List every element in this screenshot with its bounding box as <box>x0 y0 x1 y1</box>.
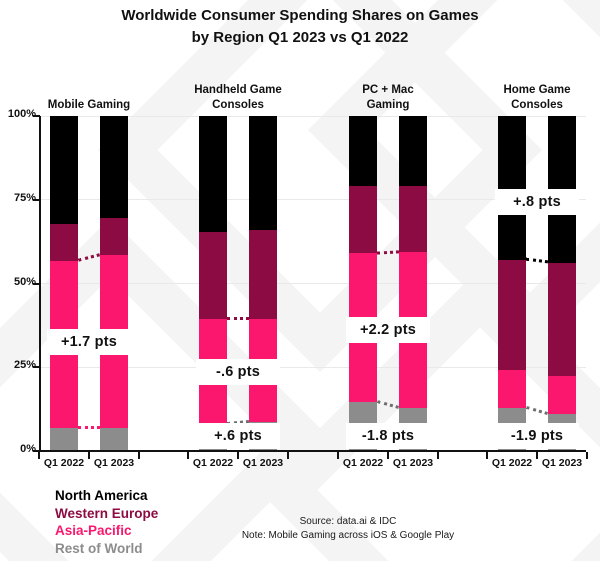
source-note: Source: data.ai & IDC <box>299 516 397 527</box>
segment-asia-pacific <box>548 375 576 415</box>
segment-north-america <box>548 116 576 263</box>
dotted-connector <box>227 317 249 320</box>
group-title: Home Game Consoles <box>503 84 571 111</box>
segment-north-america <box>50 116 78 224</box>
legend-item-rest-of-world: Rest of World <box>55 540 143 556</box>
legend-item-north-america: North America <box>55 488 148 503</box>
x-tick-label: Q1 2022 <box>342 457 384 469</box>
y-axis-label: 50% <box>13 275 36 288</box>
segment-rest-of-world <box>50 427 78 451</box>
x-tick-label: Q1 2023 <box>242 457 284 469</box>
delta-annotation: +.8 pts <box>495 189 579 216</box>
x-tick-label: Q1 2023 <box>93 457 135 469</box>
dotted-connector <box>525 258 549 264</box>
footer-notes: Source: data.ai & IDC Note: Mobile Gamin… <box>198 515 498 543</box>
x-tick-mark <box>387 452 389 459</box>
group-title: PC + Mac Gaming <box>362 84 414 111</box>
legend-item-asia-pacific: Asia-Pacific <box>55 523 132 538</box>
x-tick-label: Q1 2022 <box>43 457 85 469</box>
y-axis-line <box>39 116 41 452</box>
x-tick-mark <box>486 452 488 459</box>
segment-north-america <box>199 116 227 232</box>
bar-group: Q1 2022 Q1 2023 +.8 pts -1.9 pts <box>486 116 588 469</box>
delta-annotation: +.6 pts <box>196 422 280 449</box>
chart-title-line2: by Region Q1 2023 vs Q1 2022 <box>191 29 409 46</box>
stacked-bar <box>199 116 227 451</box>
segment-north-america <box>249 116 277 230</box>
segment-asia-pacific <box>498 369 526 408</box>
x-tick-label: Q1 2022 <box>491 457 533 469</box>
stacked-bar <box>548 116 576 451</box>
y-axis-label: 75% <box>13 191 36 204</box>
segment-north-america <box>498 116 526 261</box>
delta-annotation: +1.7 pts <box>47 329 131 356</box>
stacked-bar <box>349 116 377 451</box>
segment-western-europe <box>349 186 377 254</box>
chart-title-line1: Worldwide Consumer Spending Shares on Ga… <box>121 7 479 24</box>
x-axis-line <box>39 450 586 452</box>
segment-western-europe <box>548 262 576 376</box>
stacked-bar <box>100 116 128 451</box>
stacked-bar <box>249 116 277 451</box>
segment-western-europe <box>100 218 128 256</box>
delta-annotation: -.6 pts <box>196 359 280 386</box>
delta-annotation: -1.8 pts <box>346 422 430 449</box>
stacked-bar <box>50 116 78 451</box>
y-tick-mark <box>33 115 40 117</box>
dotted-connector <box>77 253 101 262</box>
x-tick-mark <box>237 452 239 459</box>
segment-western-europe <box>399 186 427 252</box>
legend: North America Western Europe Asia-Pacific R… <box>55 487 158 557</box>
y-axis-label: 25% <box>13 359 36 372</box>
segment-western-europe <box>50 223 78 261</box>
y-tick-mark <box>33 366 40 369</box>
y-tick-mark <box>33 450 40 452</box>
x-tick-mark <box>586 452 588 459</box>
x-tick-label: Q1 2022 <box>192 457 234 469</box>
x-tick-mark <box>88 452 90 459</box>
methodology-note: Note: Mobile Gaming across iOS & Google … <box>241 530 455 541</box>
x-tick-mark <box>437 452 439 459</box>
legend-item-western-europe: Western Europe <box>55 505 159 521</box>
x-tick-label: Q1 2023 <box>541 457 583 469</box>
dotted-connector <box>78 425 100 429</box>
stacked-bar <box>498 116 526 451</box>
x-tick-mark <box>337 452 339 459</box>
gridline <box>40 199 586 201</box>
dotted-connector <box>376 250 400 255</box>
stacked-bar <box>399 116 427 451</box>
segment-north-america <box>100 116 128 219</box>
segment-north-america <box>399 116 427 186</box>
segment-western-europe <box>249 229 277 319</box>
bar-group: Q1 2022 Q1 2023 -.6 pts +.6 pts <box>187 116 289 469</box>
group-title: Mobile Gaming <box>47 98 131 111</box>
gridline <box>40 283 586 284</box>
y-tick-mark <box>33 198 40 201</box>
segment-western-europe <box>498 260 526 370</box>
gridline <box>40 115 586 117</box>
x-tick-mark <box>287 452 289 459</box>
delta-annotation: +2.2 pts <box>346 316 430 343</box>
delta-annotation: -1.9 pts <box>495 422 579 449</box>
x-tick-label: Q1 2023 <box>392 457 434 469</box>
plot-area: Q1 2022 Q1 2023 +1.7 pts Q1 2022 Q1 2023 -.6 … <box>38 115 588 469</box>
dotted-connector <box>526 405 548 415</box>
segment-north-america <box>349 116 377 186</box>
y-axis-label: 100% <box>7 108 36 120</box>
y-axis-label: 0% <box>20 443 36 455</box>
x-tick-mark <box>187 452 189 459</box>
segment-western-europe <box>199 231 227 319</box>
bar-group: Q1 2022 Q1 2023 +2.2 pts -1.8 pts <box>337 116 439 469</box>
bar-group: Q1 2022 Q1 2023 +1.7 pts <box>38 116 140 469</box>
dotted-connector <box>376 399 400 409</box>
x-tick-mark <box>138 452 140 459</box>
segment-rest-of-world <box>100 427 128 451</box>
gridline <box>40 366 586 368</box>
group-title: Handheld Game Consoles <box>194 84 282 111</box>
y-tick-mark <box>33 282 40 285</box>
x-tick-mark <box>38 452 40 459</box>
x-tick-mark <box>536 452 538 459</box>
